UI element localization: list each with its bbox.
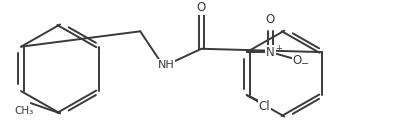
Text: O: O xyxy=(293,54,302,67)
Text: CH₃: CH₃ xyxy=(14,106,33,116)
Text: −: − xyxy=(301,58,309,69)
Text: Cl: Cl xyxy=(259,100,270,113)
Text: O: O xyxy=(266,13,275,26)
Text: NH: NH xyxy=(158,60,174,70)
Text: N: N xyxy=(266,46,275,59)
Text: O: O xyxy=(197,1,206,14)
Text: +: + xyxy=(275,44,282,53)
